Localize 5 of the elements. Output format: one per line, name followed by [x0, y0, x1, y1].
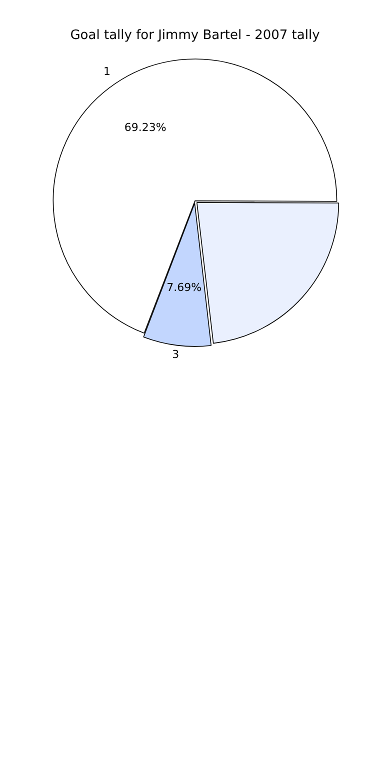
slice-label: 3 — [172, 348, 180, 362]
data-label: 69.23% — [124, 121, 166, 134]
chart-title: Goal tally for Jimmy Bartel - 2007 tally — [70, 28, 320, 44]
slice-label: 1 — [104, 65, 111, 78]
data-label: 7.69% — [166, 280, 202, 294]
